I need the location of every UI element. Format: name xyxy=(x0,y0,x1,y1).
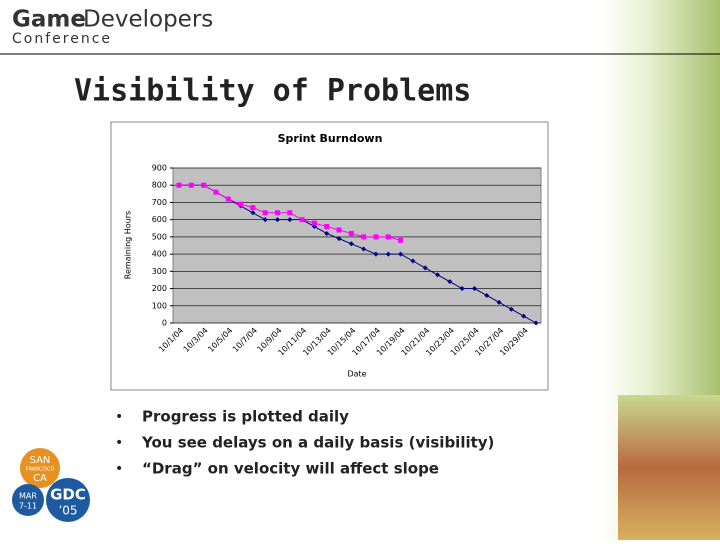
chart-title: Sprint Burndown xyxy=(278,132,383,145)
y-tick-label: 500 xyxy=(152,232,167,241)
point xyxy=(385,234,391,240)
bullet-text: “Drag” on velocity will affect slope xyxy=(142,460,439,478)
point xyxy=(496,299,502,305)
logo-text: ’05 xyxy=(58,504,77,518)
point xyxy=(398,251,404,257)
y-tick-label: 600 xyxy=(152,215,167,224)
y-tick-label: 400 xyxy=(152,250,167,259)
point xyxy=(250,210,256,216)
point xyxy=(484,292,490,298)
y-tick-label: 0 xyxy=(162,319,167,328)
point xyxy=(508,306,514,312)
point xyxy=(361,246,367,252)
point xyxy=(348,230,354,236)
point xyxy=(373,234,379,240)
point xyxy=(385,251,391,257)
point xyxy=(176,182,182,188)
bullet-dot: • xyxy=(115,409,123,425)
bullet-dot: • xyxy=(115,435,123,451)
point xyxy=(533,320,539,326)
point xyxy=(213,189,219,195)
point xyxy=(336,227,342,233)
point xyxy=(521,313,527,319)
logo-circle xyxy=(46,478,90,522)
y-tick-label: 700 xyxy=(152,198,167,207)
point xyxy=(435,272,441,278)
point xyxy=(447,279,453,285)
point xyxy=(274,217,280,223)
y-tick-label: 200 xyxy=(152,284,167,293)
point xyxy=(225,196,231,202)
slide-title: Visibility of Problems xyxy=(74,74,471,109)
bullet-text: You see delays on a daily basis (visibil… xyxy=(141,434,494,452)
point xyxy=(361,234,367,240)
logo-text: GDC xyxy=(50,486,86,504)
logo-circle xyxy=(12,484,44,516)
bullet-text: Progress is plotted daily xyxy=(142,408,349,426)
point xyxy=(398,237,404,243)
point xyxy=(188,182,194,188)
point xyxy=(373,251,379,257)
brand-bold: Game xyxy=(12,7,86,33)
point xyxy=(287,217,293,223)
logo-text: MAR xyxy=(19,492,37,501)
point xyxy=(324,224,330,230)
point xyxy=(348,241,354,247)
logo-text: SAN xyxy=(30,455,51,466)
field-image xyxy=(618,395,720,540)
point xyxy=(471,286,477,292)
logo-text: FRANCISCO xyxy=(26,467,55,473)
point xyxy=(274,210,280,216)
brand-sub: Conference xyxy=(12,31,112,47)
point xyxy=(422,265,428,271)
point xyxy=(324,230,330,236)
point xyxy=(238,201,244,207)
logo-circle xyxy=(20,448,60,488)
y-axis-label: Remaining Hours xyxy=(124,211,133,279)
point xyxy=(410,258,416,264)
x-axis-label: Date xyxy=(347,370,366,379)
y-tick-label: 800 xyxy=(152,181,167,190)
point xyxy=(250,205,256,211)
point xyxy=(299,217,305,223)
logo-text: 7-11 xyxy=(19,502,37,511)
plot-area xyxy=(172,167,542,324)
y-tick-label: 300 xyxy=(152,267,167,276)
gdc-logo: SAN FRANCISCO CA MAR 7-11 GDC ’05 xyxy=(12,448,90,522)
point xyxy=(459,286,465,292)
point xyxy=(336,236,342,242)
brand-regular: Developers xyxy=(83,7,213,33)
logo-text: CA xyxy=(33,473,47,484)
point xyxy=(201,182,207,188)
point xyxy=(287,210,293,216)
bullet-dot: • xyxy=(115,461,123,477)
y-tick-label: 900 xyxy=(152,164,167,173)
y-tick-label: 100 xyxy=(152,301,167,310)
point xyxy=(311,220,317,226)
point xyxy=(262,217,268,223)
point xyxy=(262,210,268,216)
